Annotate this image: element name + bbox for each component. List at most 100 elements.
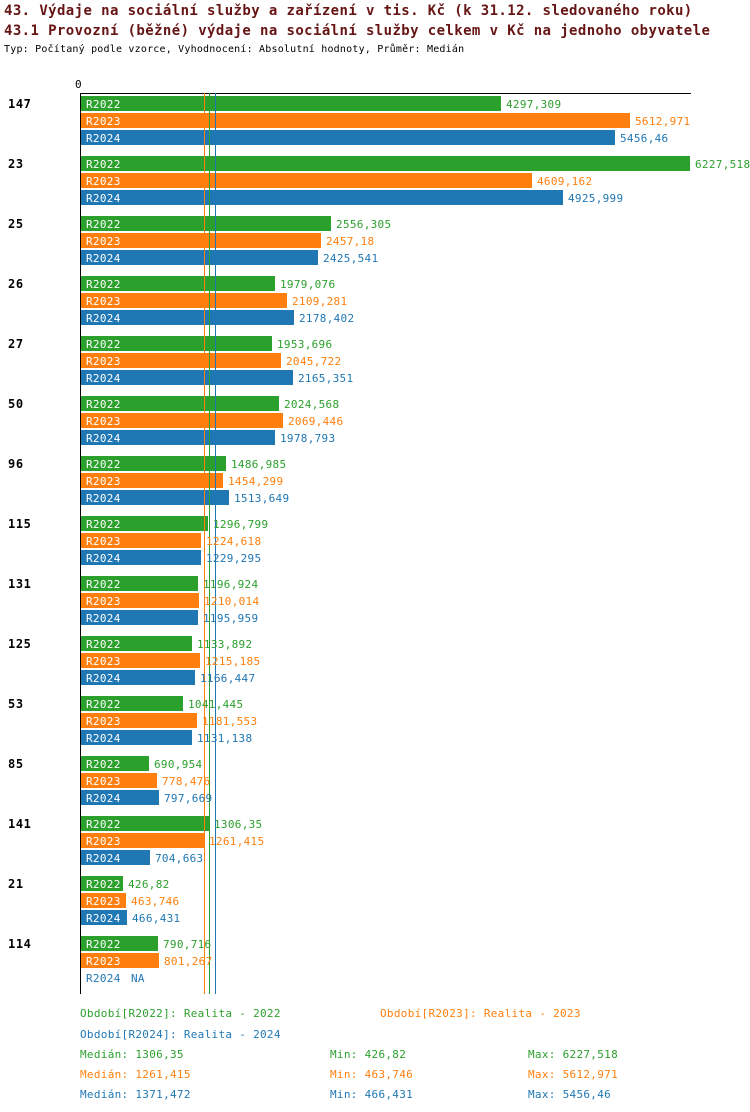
bar-r2024 [81, 730, 192, 745]
median-line-r2024 [215, 93, 216, 994]
bar-r2022 [81, 576, 198, 591]
bar-series-label: R2024 [86, 432, 121, 445]
bar-series-label: R2022 [86, 578, 121, 591]
bar-value-label: 2457,18 [326, 235, 375, 248]
bar-value-label: 2024,568 [284, 398, 340, 411]
bar-r2024 [81, 610, 198, 625]
bar-series-label: R2022 [86, 98, 121, 111]
bar-series-label: R2022 [86, 158, 121, 171]
category-label: 25 [8, 217, 24, 231]
bar-series-label: R2024 [86, 672, 121, 685]
bar-series-label: R2022 [86, 698, 121, 711]
bar-value-label: 1166,447 [200, 672, 256, 685]
x-axis-line [80, 93, 691, 94]
bar-r2022 [81, 516, 208, 531]
bar-r2024 [81, 370, 293, 385]
bar-value-label: 778,476 [162, 775, 211, 788]
bar-r2023 [81, 233, 321, 248]
median-line-r2023 [204, 93, 205, 994]
bar-r2023 [81, 713, 197, 728]
bar-value-label: 463,746 [131, 895, 180, 908]
bar-r2023 [81, 293, 287, 308]
bar-series-label: R2024 [86, 132, 121, 145]
legend-max-r2022: Max: 6227,518 [528, 1048, 618, 1061]
bar-r2023 [81, 773, 157, 788]
y-axis-line [80, 93, 81, 994]
bar-series-label: R2024 [86, 372, 121, 385]
bar-r2023 [81, 353, 281, 368]
bar-value-label: 2556,305 [336, 218, 392, 231]
bar-r2023 [81, 413, 283, 428]
bar-value-label: 1486,985 [231, 458, 287, 471]
bar-value-label: 797,669 [164, 792, 213, 805]
bar-value-label: 2109,281 [292, 295, 348, 308]
bar-r2024 [81, 670, 195, 685]
bar-series-label: R2023 [86, 535, 121, 548]
bar-series-label: R2024 [86, 552, 121, 565]
bar-r2023 [81, 953, 159, 968]
category-label: 23 [8, 157, 24, 171]
bar-r2023 [81, 893, 126, 908]
bar-value-label: 1953,696 [277, 338, 333, 351]
bar-r2022 [81, 336, 272, 351]
bar-r2022 [81, 276, 275, 291]
median-line-r2022 [209, 93, 210, 994]
bar-value-label: 1306,35 [214, 818, 263, 831]
bar-r2022 [81, 696, 183, 711]
bar-series-label: R2023 [86, 595, 121, 608]
bar-r2024 [81, 250, 318, 265]
legend-min-r2024: Min: 466,431 [330, 1088, 414, 1101]
bar-r2024 [81, 910, 127, 925]
bar-value-label: 1196,924 [203, 578, 259, 591]
bar-series-label: R2022 [86, 938, 121, 951]
bar-value-label: 690,954 [154, 758, 203, 771]
bar-series-label: R2024 [86, 852, 121, 865]
bar-series-label: R2022 [86, 278, 121, 291]
bar-r2023 [81, 173, 532, 188]
bar-value-label: 1978,793 [280, 432, 336, 445]
bar-series-label: R2022 [86, 758, 121, 771]
bar-series-label: R2023 [86, 775, 121, 788]
category-label: 50 [8, 397, 24, 411]
category-label: 53 [8, 697, 24, 711]
bar-r2024 [81, 490, 229, 505]
bar-series-label: R2023 [86, 835, 121, 848]
bar-value-label: 1261,415 [209, 835, 265, 848]
bar-r2024 [81, 550, 201, 565]
bar-value-label: 5612,971 [635, 115, 691, 128]
bar-series-label: R2023 [86, 415, 121, 428]
bar-r2023 [81, 833, 204, 848]
bar-value-label: 790,716 [163, 938, 212, 951]
bar-series-label: R2024 [86, 492, 121, 505]
bar-value-label: 6227,518 [695, 158, 750, 171]
category-label: 125 [8, 637, 32, 651]
bar-series-label: R2023 [86, 895, 121, 908]
bar-r2022 [81, 156, 690, 171]
bar-value-label: 2045,722 [286, 355, 342, 368]
bar-r2023 [81, 593, 199, 608]
category-label: 114 [8, 937, 32, 951]
legend-period-r2022: Období[R2022]: Realita - 2022 [80, 1007, 281, 1020]
bar-value-label: 1131,138 [197, 732, 253, 745]
bar-value-label: 5456,46 [620, 132, 669, 145]
chart-subtitle: 43.1 Provozní (běžné) výdaje na sociální… [4, 23, 711, 39]
bar-r2024 [81, 190, 563, 205]
bar-value-label: 4297,309 [506, 98, 562, 111]
bar-r2024 [81, 790, 159, 805]
bar-series-label: R2023 [86, 235, 121, 248]
bar-series-label: R2023 [86, 175, 121, 188]
bar-series-label: R2024 [86, 192, 121, 205]
bar-r2022 [81, 876, 123, 891]
bar-series-label: R2024 [86, 972, 121, 985]
bar-value-label: 1195,959 [203, 612, 259, 625]
legend-max-r2023: Max: 5612,971 [528, 1068, 618, 1081]
bar-value-label: 1215,185 [205, 655, 261, 668]
bar-r2024 [81, 310, 294, 325]
bar-value-label: 2178,402 [299, 312, 355, 325]
bar-value-label: 4925,999 [568, 192, 624, 205]
bar-r2022 [81, 636, 192, 651]
legend-min-r2022: Min: 426,82 [330, 1048, 407, 1061]
bar-r2024 [81, 430, 275, 445]
bar-r2022 [81, 96, 501, 111]
